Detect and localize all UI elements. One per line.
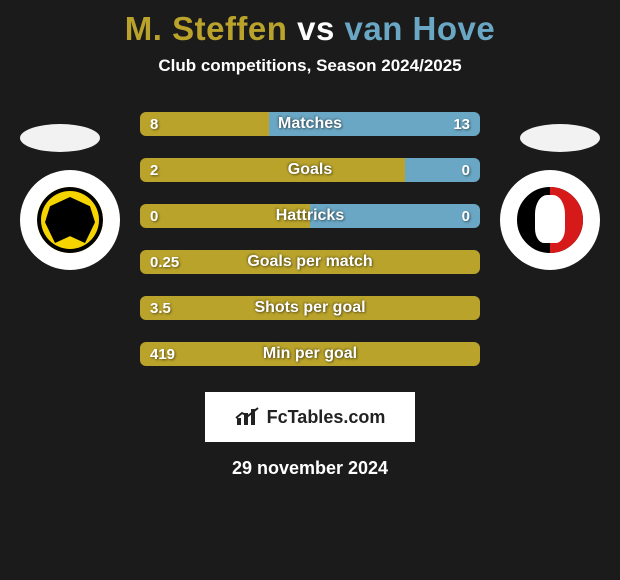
stat-label: Goals [140,158,480,182]
stat-value-right [460,250,480,274]
stat-value-right: 0 [452,204,480,228]
crest-left [20,170,120,270]
shield-left-icon [33,183,107,257]
stat-value-right [460,342,480,366]
branding-text: FcTables.com [267,407,386,428]
stat-value-left: 0 [140,204,168,228]
flag-left [20,124,100,152]
stat-value-right: 13 [443,112,480,136]
branding-badge: FcTables.com [205,392,415,442]
crest-right [500,170,600,270]
stat-row: Goals per match0.25 [140,250,480,274]
stat-value-left: 0.25 [140,250,189,274]
stat-value-left: 3.5 [140,296,181,320]
stat-value-left: 419 [140,342,185,366]
stat-row: Hattricks0 0 [140,204,480,228]
player-right-name: van Hove [345,10,496,47]
date-text: 29 november 2024 [0,458,620,479]
stat-label: Shots per goal [140,296,480,320]
stat-label: Goals per match [140,250,480,274]
subtitle: Club competitions, Season 2024/2025 [0,56,620,76]
stat-row: Matches8 13 [140,112,480,136]
stat-label: Min per goal [140,342,480,366]
stat-row: Min per goal419 [140,342,480,366]
vs-text: vs [297,10,335,47]
stat-value-right: 0 [452,158,480,182]
stat-label: Matches [140,112,480,136]
comparison-title: M. Steffen vs van Hove [0,0,620,48]
stat-label: Hattricks [140,204,480,228]
stat-bars: Matches813Goals20Hattricks00Goals per ma… [140,112,480,366]
stat-row: Goals2 0 [140,158,480,182]
stat-value-left: 8 [140,112,168,136]
stat-value-right [460,296,480,320]
flag-right [520,124,600,152]
stat-value-left: 2 [140,158,168,182]
chart-icon [235,407,261,427]
player-left-name: M. Steffen [125,10,288,47]
shield-right-icon [513,183,587,257]
stat-row: Shots per goal3.5 [140,296,480,320]
